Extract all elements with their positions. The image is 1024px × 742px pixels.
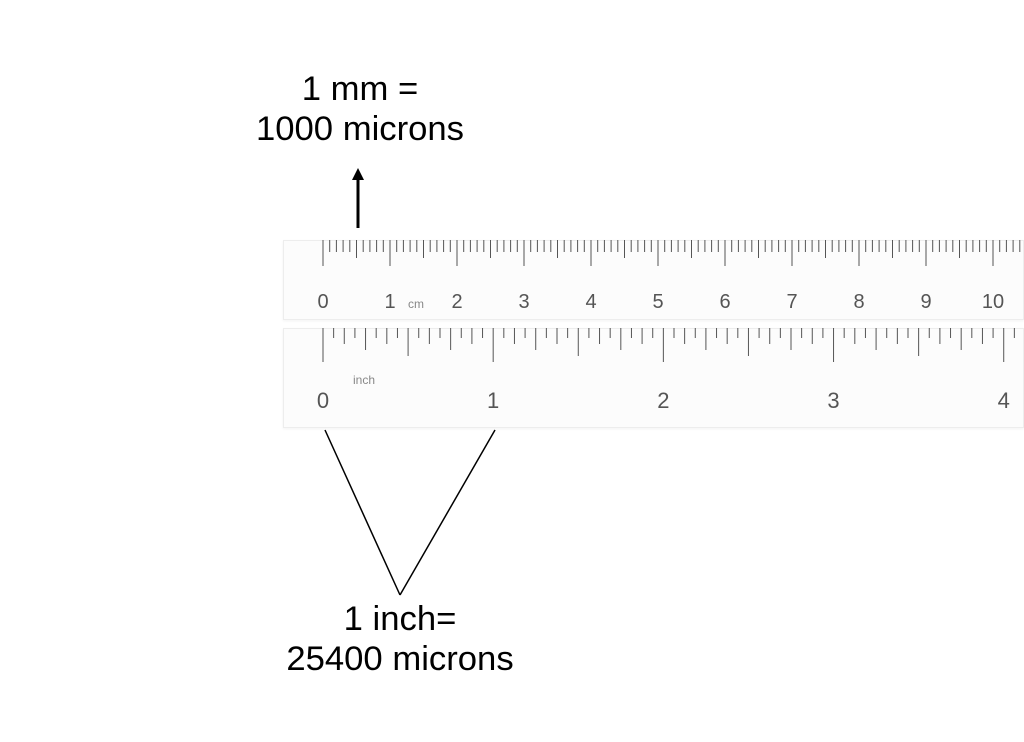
inch-annotation-line1: 1 inch= xyxy=(250,600,550,640)
diagram-stage: 1 mm = 1000 microns 012345678910cm 01234… xyxy=(0,0,1024,742)
inch-annotation-line2: 25400 microns xyxy=(250,640,550,680)
inch-annotation: 1 inch= 25400 microns xyxy=(250,600,550,680)
